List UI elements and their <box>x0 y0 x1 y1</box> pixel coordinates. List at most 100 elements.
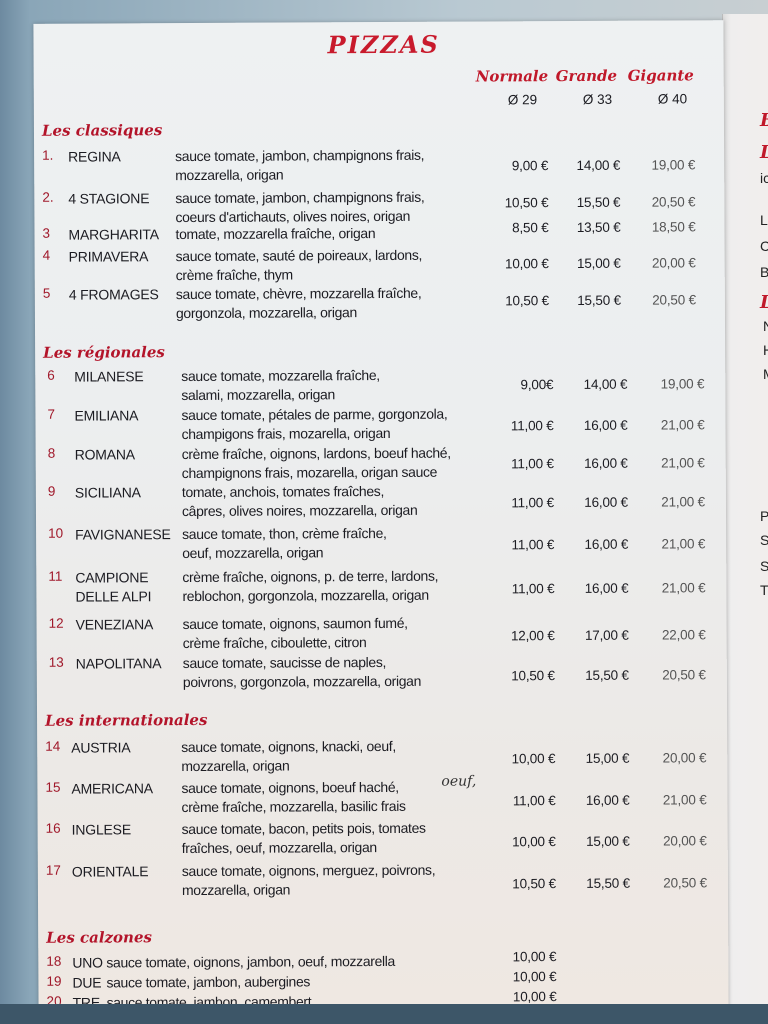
item-number: 1. <box>42 147 54 163</box>
section-title: Les classiques <box>41 121 163 140</box>
menu-page: PIZZAS Normale Ø 29 Grande Ø 33 Gigante Ø 40 L… <box>33 20 729 1012</box>
item-price: 14,00 € <box>576 157 621 173</box>
item-price: 11,00 € <box>512 793 556 809</box>
item-name: SICILIANA <box>74 484 141 501</box>
item-name: ORIENTALE <box>71 863 149 880</box>
item-price: 13,50 € <box>576 219 621 235</box>
item-description: sauce tomate, saucisse de naples, <box>182 653 387 672</box>
item-name: PRIMAVERA <box>68 248 149 265</box>
item-price: 17,00 € <box>584 627 629 643</box>
item-price: 21,00 € <box>661 536 706 552</box>
item-description: champigons frais, mozarella, origan <box>181 424 391 443</box>
item-price: 15,00 € <box>576 255 621 271</box>
item-description: sauce tomate, oignons, saumon fumé, <box>182 614 408 633</box>
item-name: MARGHARITA <box>68 226 159 243</box>
item-price: 11,00 € <box>511 581 555 597</box>
next-page-fragment: P <box>760 508 768 524</box>
item-number: 12 <box>48 615 64 631</box>
item-price: 10,50 € <box>504 195 549 211</box>
next-page-edge: BLicLCBLNHMPSST <box>722 14 768 1014</box>
item-price: 16,00 € <box>584 494 628 510</box>
item-price: 21,00 € <box>660 417 705 433</box>
item-price: 14,00 € <box>583 376 628 392</box>
item-description: sauce tomate, oignons, knacki, oeuf, <box>181 737 396 756</box>
item-name: CAMPIONE DELLE ALPI <box>75 569 152 605</box>
item-name: EMILIANA <box>74 407 139 424</box>
section-title: Les internationales <box>45 710 208 730</box>
item-number: 3 <box>42 225 51 241</box>
item-description: sauce tomate, pétales de parme, gorgonzo… <box>181 405 448 424</box>
next-page-fragment: B <box>760 264 768 280</box>
item-price: 15,50 € <box>585 667 629 683</box>
item-number: 7 <box>47 406 56 422</box>
next-page-fragment: N <box>763 318 768 334</box>
item-description: tomate, mozzarella fraîche, origan <box>175 225 376 243</box>
item-description: sauce tomate, thon, crème fraîche, <box>182 524 387 543</box>
next-page-fragment: M <box>763 366 768 382</box>
item-price: 10,50 € <box>511 668 555 684</box>
item-description: câpres, olives noires, mozzarella, origa… <box>181 501 418 520</box>
item-description: oeuf, mozzarella, origan <box>182 544 324 562</box>
item-price: 10,00 € <box>504 256 549 272</box>
item-price: 11,00 € <box>511 537 555 553</box>
item-price: 10,00 € <box>512 949 557 965</box>
item-description: crème fraîche, mozzarella, basilic frais <box>181 797 406 816</box>
item-price: 10,50 € <box>505 293 549 309</box>
handwritten-note: oeuf, <box>441 773 477 790</box>
item-price: 19,00 € <box>651 157 696 173</box>
item-name: 4 FROMAGES <box>68 286 159 303</box>
item-price: 16,00 € <box>585 792 630 808</box>
item-number: 10 <box>48 525 64 541</box>
next-page-fragment: L <box>760 212 768 228</box>
page-title: PIZZAS <box>327 29 440 60</box>
item-description: crème fraîche, oignons, p. de terre, lar… <box>182 567 439 586</box>
item-price: 22,00 € <box>661 627 706 643</box>
next-page-fragment: S <box>760 558 768 574</box>
item-price: 8,50 € <box>512 220 549 236</box>
item-description: sauce tomate, oignons, merguez, poivrons… <box>181 861 436 880</box>
item-price: 16,00 € <box>584 580 629 596</box>
item-number: 18 <box>46 953 62 969</box>
item-price: 18,50 € <box>651 219 696 235</box>
item-description: reblochon, gorgonzola, mozzarella, origa… <box>182 586 429 605</box>
item-price: 15,00 € <box>585 750 630 766</box>
item-name: VENEZIANA <box>75 616 154 633</box>
item-number: 17 <box>45 862 61 878</box>
item-name: NAPOLITANA <box>75 655 162 672</box>
item-number: 2. <box>42 189 54 205</box>
item-price: 20,50 € <box>663 875 707 891</box>
table-edge <box>0 1004 768 1024</box>
item-price: 10,00 € <box>512 969 557 985</box>
item-price: 15,50 € <box>577 292 621 308</box>
size-header: Gigante <box>627 66 694 85</box>
item-description: gorgonzola, mozzarella, origan <box>175 304 357 322</box>
item-price: 11,00 € <box>511 495 554 511</box>
size-header: Grande <box>555 66 618 86</box>
item-price: 16,00 € <box>583 417 628 433</box>
section-title: Les calzones <box>46 928 152 947</box>
next-page-fragment: H <box>763 342 768 358</box>
item-price: 20,00 € <box>663 833 707 849</box>
next-page-fragment: C <box>760 238 768 254</box>
item-name: DUE <box>72 974 102 991</box>
item-price: 9,00 € <box>511 158 549 174</box>
item-name: REGINA <box>68 148 121 165</box>
item-description: fraîches, oeuf, mozzarella, origan <box>181 839 377 857</box>
item-price: 16,00 € <box>584 455 628 471</box>
next-page-fragment: ic <box>760 170 768 186</box>
next-page-fragment: L <box>760 142 768 163</box>
item-price: 19,00 € <box>660 376 705 392</box>
size-diameter: Ø 33 <box>582 91 613 107</box>
item-price: 15,50 € <box>576 194 621 210</box>
item-price: 20,00 € <box>651 255 696 271</box>
item-description: sauce tomate, jambon, champignons frais, <box>175 146 425 165</box>
item-description: sauce tomate, sauté de poireaux, lardons… <box>175 246 423 265</box>
size-diameter: Ø 29 <box>507 92 538 108</box>
item-price: 20,50 € <box>662 667 706 683</box>
item-price: 9,00€ <box>520 377 554 393</box>
item-number: 6 <box>47 367 55 383</box>
item-description: salami, mozzarella, origan <box>181 386 335 404</box>
item-description: sauce tomate, jambon, aubergines <box>106 973 311 991</box>
item-description: tomate, anchois, tomates fraîches, <box>181 482 385 501</box>
item-name: ROMANA <box>74 446 135 463</box>
